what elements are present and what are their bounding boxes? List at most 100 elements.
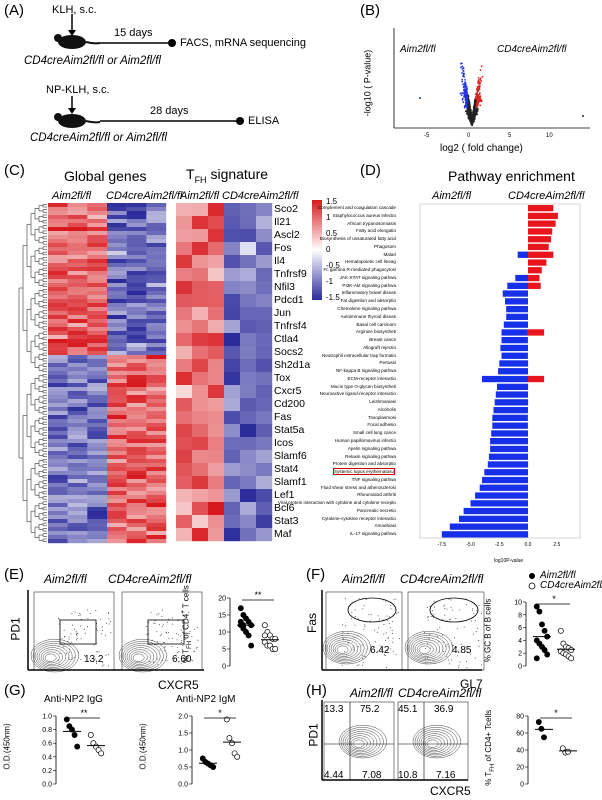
flow-e-event bbox=[108, 623, 110, 625]
heatmap-cell bbox=[126, 391, 147, 396]
heatmap-cell bbox=[87, 215, 108, 220]
heatmap-cell bbox=[126, 399, 147, 404]
heatmap-cell bbox=[67, 211, 88, 216]
flow-e-event bbox=[180, 629, 182, 631]
heatmap-cell bbox=[107, 479, 127, 484]
volcano-xlabel: log2 ( fold change) bbox=[440, 143, 523, 154]
tfh-heatmap-cell bbox=[192, 372, 209, 386]
heatmap-cell bbox=[146, 239, 167, 244]
heatmap-cell bbox=[67, 251, 88, 256]
heatmap-cell bbox=[67, 423, 88, 428]
pathway-xtick: 0.0 bbox=[525, 542, 532, 548]
color-scale bbox=[312, 200, 322, 300]
tfh-heatmap-cell bbox=[176, 372, 193, 386]
heatmap-cell bbox=[107, 371, 127, 376]
tfh-heatmap-cell bbox=[256, 411, 273, 425]
tfh-heatmap-cell bbox=[176, 268, 193, 282]
pathway-xtick: -5.0 bbox=[466, 542, 475, 548]
flow-e-event bbox=[66, 653, 68, 654]
flow-e-event bbox=[102, 662, 104, 664]
heatmap-cell bbox=[107, 535, 127, 540]
flow-h-q1-ll: 4.44 bbox=[324, 770, 344, 781]
tfh-heatmap-cell bbox=[176, 216, 193, 230]
heatmap-cell bbox=[126, 531, 147, 536]
legend-wt: Aim2fl/fl bbox=[540, 570, 576, 581]
gene-label: Bcl6 bbox=[274, 502, 295, 514]
heatmap-cell bbox=[87, 535, 108, 540]
flow-f-plots bbox=[321, 590, 485, 671]
heatmap-cell bbox=[126, 299, 147, 304]
heatmap-cell bbox=[67, 519, 88, 524]
tfh-heatmap-cell bbox=[192, 307, 209, 321]
flow-e-event bbox=[107, 612, 109, 614]
flow-e-contour bbox=[132, 653, 145, 662]
heatmap-cell bbox=[87, 239, 108, 244]
pathway-label: Phagosom bbox=[374, 243, 396, 249]
tfh-heatmap-cell bbox=[256, 203, 273, 217]
heatmap-cell bbox=[107, 303, 127, 308]
heatmap-cell bbox=[126, 435, 147, 440]
flow-f-event bbox=[376, 631, 378, 633]
heatmap-cell bbox=[146, 347, 167, 352]
flow-e-contour bbox=[126, 647, 155, 667]
pathway-bar bbox=[528, 375, 545, 383]
heatmap-cell bbox=[67, 327, 88, 332]
flow-e-event bbox=[164, 642, 166, 643]
gene-label: Tnfrsf9 bbox=[274, 268, 307, 280]
dot-igg-tick-label: 0.4 bbox=[42, 754, 52, 761]
tfh-heatmap-cell bbox=[256, 320, 273, 334]
heatmap-cell bbox=[126, 235, 147, 240]
gene-label: Il21 bbox=[274, 216, 291, 228]
pathway-bar bbox=[488, 453, 528, 460]
flow-f-event bbox=[450, 606, 452, 608]
heatmap-cell bbox=[87, 495, 108, 500]
duration-label-2: 28 days bbox=[150, 105, 189, 117]
dot-igg-sig: ** bbox=[80, 708, 88, 718]
flow-e-event bbox=[158, 613, 160, 615]
heatmap-cell bbox=[87, 295, 108, 300]
dot-h-ylabel: % TFH of CD4+ Tcells bbox=[484, 709, 496, 786]
flow-e-event bbox=[96, 662, 97, 664]
flow-e-event bbox=[150, 611, 152, 613]
tfh-heatmap-cell bbox=[208, 359, 225, 373]
flow-f-event bbox=[444, 608, 446, 609]
flow-e-event bbox=[69, 648, 71, 650]
tfh-heatmap-cell bbox=[224, 515, 241, 529]
heatmap-cell bbox=[48, 483, 68, 488]
heatmap-cell bbox=[107, 227, 127, 232]
heatmap-cell bbox=[48, 275, 68, 280]
tfh-heatmap-cell bbox=[240, 528, 257, 542]
dot-f-tick-label: 6 bbox=[518, 625, 522, 632]
tfh-heatmap-cell bbox=[208, 476, 225, 490]
heatmap-cell bbox=[48, 287, 68, 292]
flow-e-event bbox=[77, 651, 79, 653]
gene-label: Cd200 bbox=[274, 398, 305, 410]
flow-e-event bbox=[164, 646, 166, 648]
tfh-heatmap-cell bbox=[208, 281, 225, 295]
tfh-heatmap-cell bbox=[256, 216, 273, 230]
flow-f-event bbox=[356, 664, 358, 666]
flow-h-contour bbox=[348, 735, 371, 751]
dot-h-tick-label: 40 bbox=[516, 748, 524, 755]
heatmap-cell bbox=[48, 319, 68, 324]
pathway-label: Breast cance bbox=[369, 337, 396, 343]
dot-igg-point bbox=[71, 732, 78, 738]
flow-f-contour bbox=[406, 633, 450, 663]
volcano-point bbox=[461, 62, 463, 65]
flow-e-event bbox=[75, 631, 77, 633]
heatmap-cell bbox=[146, 283, 167, 288]
heatmap-cell bbox=[48, 263, 68, 268]
heatmap-cell bbox=[146, 431, 167, 436]
flow-h-contour bbox=[418, 731, 452, 754]
heatmap-cell bbox=[48, 471, 68, 476]
tfh-heatmap-cell bbox=[192, 268, 209, 282]
heatmap-cell bbox=[107, 211, 127, 216]
heatmap-cell bbox=[107, 483, 127, 488]
flow-e-event bbox=[97, 630, 99, 632]
heatmap-cell bbox=[107, 447, 127, 452]
volcano-point bbox=[471, 122, 473, 124]
heatmap-cell bbox=[48, 379, 68, 384]
heatmap-cell bbox=[48, 515, 68, 520]
flow-f-event bbox=[364, 624, 366, 626]
igg-title: Anti-NP2 IgG bbox=[44, 694, 103, 705]
